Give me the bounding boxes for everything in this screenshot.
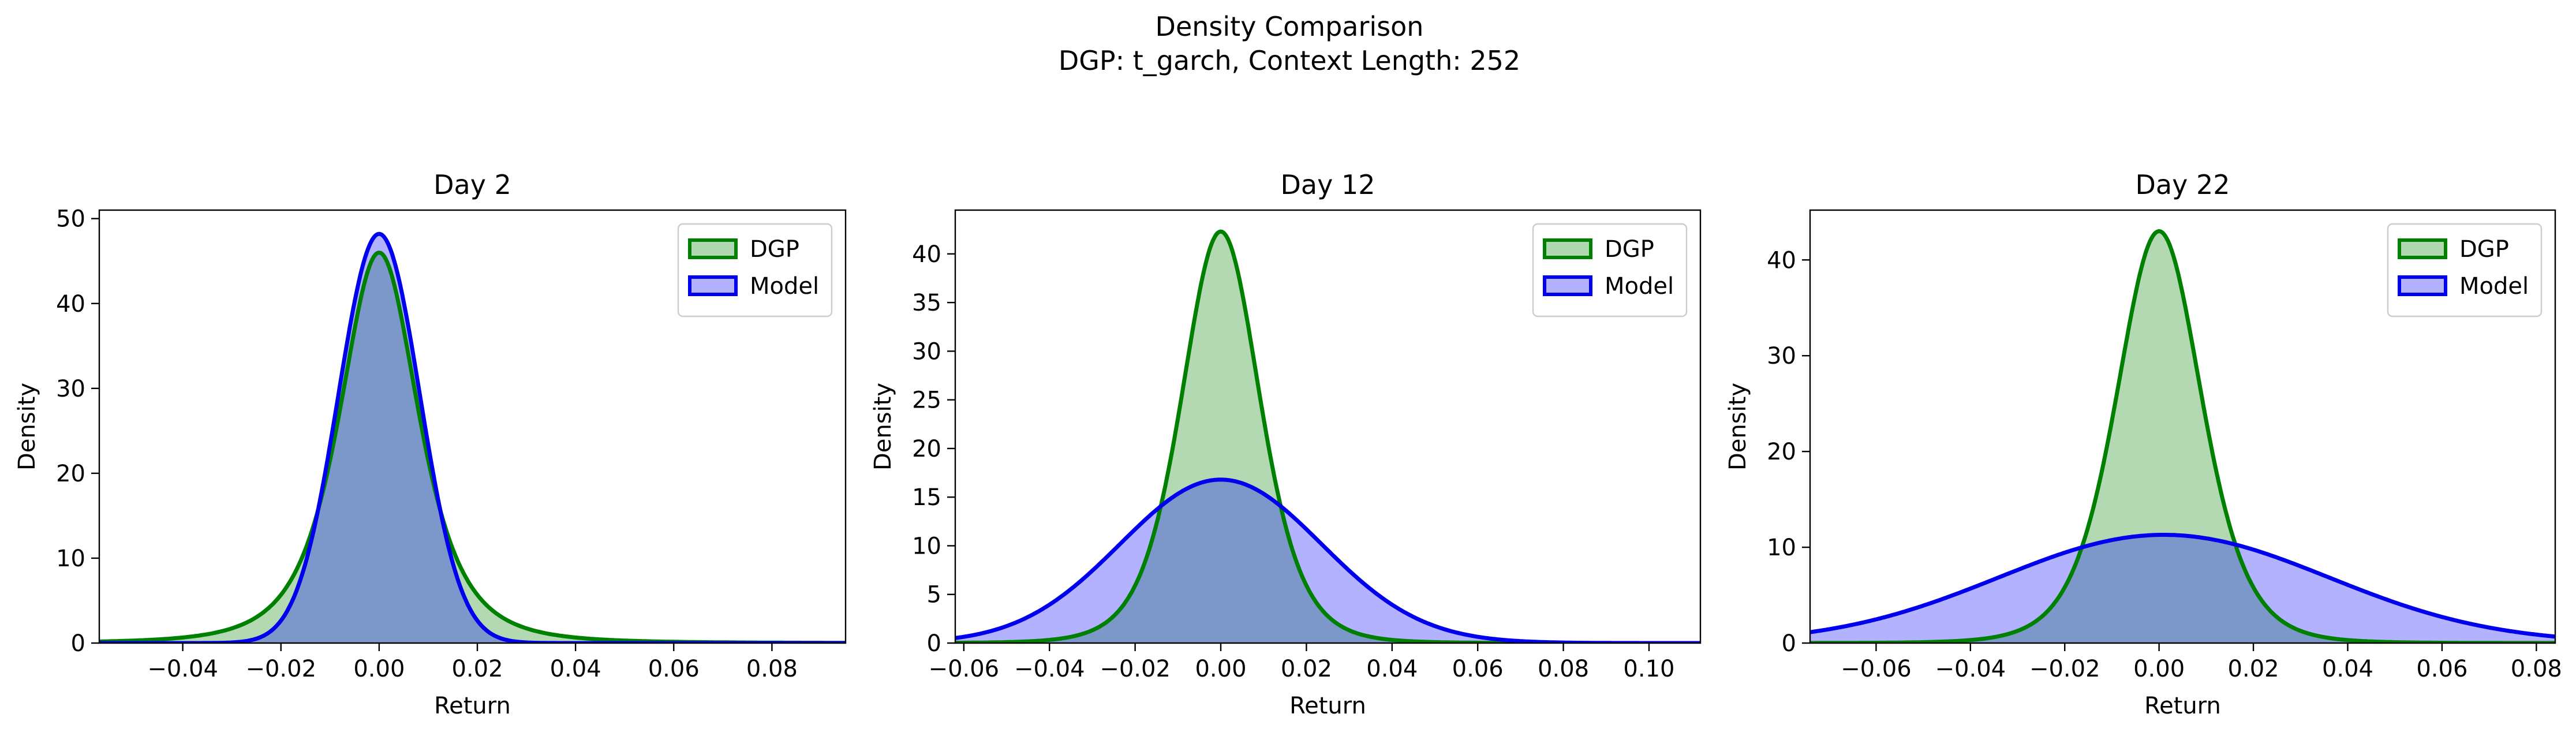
legend-label-dgp: DGP (750, 236, 799, 263)
panel-1: −0.04 −0.02 0.00 0.02 0.04 0.06 0.08 0 10 20 30 40 5… (14, 169, 847, 719)
y-tick-label: 20 (1767, 439, 1796, 465)
legend-swatch-model (1543, 275, 1592, 296)
legend-label-dgp: DGP (2459, 236, 2509, 263)
x-tick-label: 0.08 (1538, 656, 1589, 682)
series-model-fill (955, 479, 1700, 643)
y-tick-label: 30 (912, 338, 941, 365)
x-tick-label: −0.04 (147, 656, 218, 682)
y-tick-label: 15 (912, 484, 941, 511)
x-tick-label: −0.06 (1841, 656, 1912, 682)
y-tick-label: 0 (1782, 630, 1796, 657)
panel-title: Day 2 (433, 169, 511, 200)
x-tick-label: 0.06 (2416, 656, 2467, 682)
y-tick-label: 40 (56, 291, 85, 317)
x-tick-label: 0.10 (1623, 656, 1674, 682)
figure-suptitle-line1: Density Comparison (1156, 11, 1424, 42)
panel-title: Day 22 (2136, 169, 2230, 200)
y-tick-label: 5 (927, 582, 941, 608)
axes-frame (1809, 209, 2556, 644)
x-tick-label: 0.02 (451, 656, 503, 682)
y-axis-label: Density (1725, 383, 1751, 470)
series-model-fill (1810, 535, 2555, 643)
axes-frame (954, 209, 1702, 644)
y-tick-label: 35 (912, 290, 941, 316)
y-tick-label: 30 (56, 376, 85, 402)
legend-swatch-dgp (2398, 238, 2447, 259)
x-axis-label: Return (434, 693, 511, 719)
series-dgp-fill (1810, 231, 2555, 643)
panel-3: −0.06 −0.04 −0.02 0.00 0.02 0.04 0.06 0.08 0 10 20… (1725, 169, 2562, 719)
x-tick-label: −0.04 (1935, 656, 2006, 682)
x-tick-label: 0.04 (2322, 656, 2373, 682)
legend: DGP Model (1532, 223, 1688, 317)
legend-label-model: Model (2459, 273, 2529, 300)
x-tick-label: 0.00 (1195, 656, 1246, 682)
legend-label-model: Model (1605, 273, 1674, 300)
x-axis-label: Return (1289, 693, 1366, 719)
y-tick-label: 0 (927, 630, 941, 657)
y-tick-label: 40 (912, 241, 941, 268)
y-tick-label: 20 (56, 461, 85, 487)
x-tick-label: 0.06 (648, 656, 700, 682)
legend-swatch-model (688, 275, 738, 296)
x-tick-label: 0.04 (550, 656, 601, 682)
y-tick-label: 10 (56, 546, 85, 572)
x-tick-label: 0.00 (353, 656, 405, 682)
legend-swatch-dgp (688, 238, 738, 259)
y-tick-label: 0 (71, 630, 85, 657)
y-tick-label: 25 (912, 387, 941, 414)
x-tick-label: 0.08 (746, 656, 798, 682)
x-tick-label: 0.02 (1281, 656, 1332, 682)
x-tick-label: −0.04 (1014, 656, 1085, 682)
y-axis-label: Density (14, 383, 40, 470)
legend-swatch-dgp (1543, 238, 1592, 259)
y-tick-label: 50 (56, 206, 85, 233)
x-axis-label: Return (2144, 693, 2221, 719)
figure-suptitle-line2: DGP: t_garch, Context Length: 252 (1059, 45, 1520, 76)
y-tick-label: 10 (912, 533, 941, 559)
x-tick-label: 0.02 (2228, 656, 2279, 682)
legend-swatch-model (2398, 275, 2447, 296)
x-tick-label: 0.06 (1452, 656, 1504, 682)
axes-frame (98, 209, 847, 644)
x-tick-label: 0.00 (2133, 656, 2185, 682)
x-tick-label: −0.06 (929, 656, 1000, 682)
x-tick-label: 0.04 (1366, 656, 1418, 682)
legend-label-dgp: DGP (1605, 236, 1654, 263)
y-tick-label: 10 (1767, 535, 1796, 561)
y-tick-label: 20 (912, 436, 941, 462)
legend: DGP Model (677, 223, 833, 317)
x-tick-label: −0.02 (2029, 656, 2100, 682)
panel-title: Day 12 (1281, 169, 1375, 200)
x-tick-label: 0.08 (2511, 656, 2562, 682)
series-model-line (1810, 533, 2555, 639)
y-axis-label: Density (870, 383, 896, 470)
x-tick-label: −0.02 (1100, 656, 1171, 682)
legend: DGP Model (2387, 223, 2543, 317)
legend-label-model: Model (750, 273, 819, 300)
x-tick-label: −0.02 (245, 656, 316, 682)
y-tick-label: 30 (1767, 343, 1796, 369)
y-tick-label: 40 (1767, 247, 1796, 274)
panel-2: −0.06 −0.04 −0.02 0.00 0.02 0.04 0.06 0.08 0.10 0… (870, 169, 1702, 719)
